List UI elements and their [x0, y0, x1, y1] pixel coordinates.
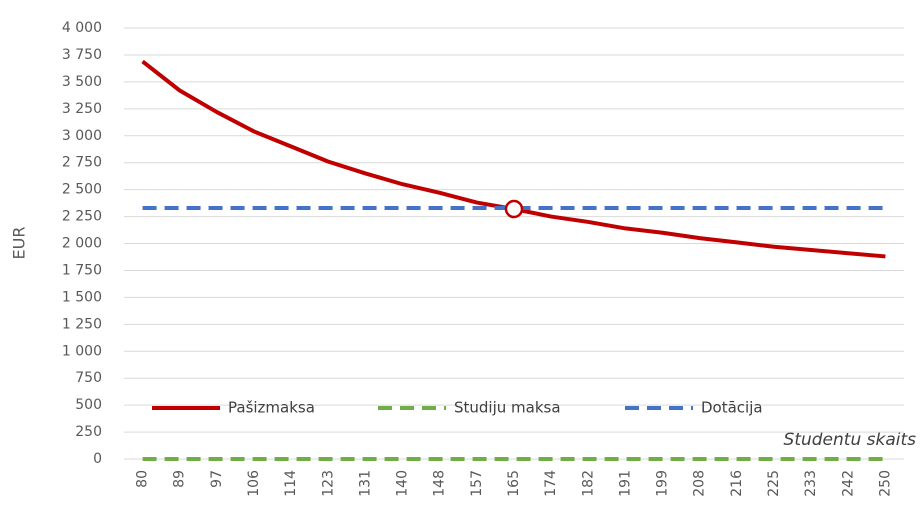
- data-line: [141, 59, 886, 259]
- x-tick-label: 97: [209, 470, 225, 488]
- x-tick-label: 250: [877, 470, 893, 497]
- x-tick-label: 148: [432, 470, 448, 497]
- y-tick-label: 4 000: [62, 20, 102, 36]
- y-tick-label: 750: [75, 370, 102, 386]
- x-tick-label: 106: [246, 470, 262, 497]
- x-tick-label: 80: [135, 470, 151, 488]
- y-tick-label: 1 000: [62, 343, 102, 359]
- y-tick-label: 3 500: [62, 74, 102, 90]
- x-tick-label: 157: [469, 470, 485, 497]
- y-tick-label: 500: [75, 397, 102, 413]
- y-axis-label: EUR: [10, 227, 29, 260]
- y-tick-label: 1 500: [62, 289, 102, 305]
- y-tick-label: 3 000: [62, 128, 102, 144]
- y-tick-label: 3 750: [62, 47, 102, 63]
- highlight-marker: [504, 199, 524, 219]
- x-tick-label: 131: [357, 470, 373, 497]
- y-tick-label: 0: [93, 451, 102, 467]
- x-tick-label: 242: [840, 470, 856, 497]
- x-tick-label: 174: [543, 470, 559, 497]
- x-tick-label: 233: [803, 470, 819, 497]
- x-tick-label: 199: [655, 470, 671, 497]
- x-tick-label: 182: [580, 470, 596, 497]
- y-tick-label: 2 250: [62, 209, 102, 225]
- x-axis-label: Studentu skaits: [784, 430, 917, 450]
- x-tick-label: 208: [692, 470, 708, 497]
- legend-label: Pašizmaksa: [228, 399, 315, 417]
- y-tick-label: 1 250: [62, 316, 102, 332]
- x-tick-label: 191: [617, 470, 633, 497]
- x-tick-label: 140: [395, 470, 411, 497]
- y-tick-label: 1 750: [62, 262, 102, 278]
- y-tick-label: 250: [75, 424, 102, 440]
- legend-label: Studiju maksa: [454, 399, 561, 417]
- x-tick-label: 89: [172, 470, 188, 488]
- x-tick-label: 216: [729, 470, 745, 497]
- y-tick-label: 2 000: [62, 236, 102, 252]
- x-tick-label: 123: [320, 470, 336, 497]
- legend-label: Dotācija: [701, 399, 763, 417]
- y-tick-label: 3 250: [62, 101, 102, 117]
- y-tick-label: 2 750: [62, 155, 102, 171]
- y-tick-label: 2 500: [62, 182, 102, 198]
- x-tick-label: 165: [506, 470, 522, 497]
- x-tick-label: 114: [283, 470, 299, 497]
- x-tick-label: 225: [766, 470, 782, 497]
